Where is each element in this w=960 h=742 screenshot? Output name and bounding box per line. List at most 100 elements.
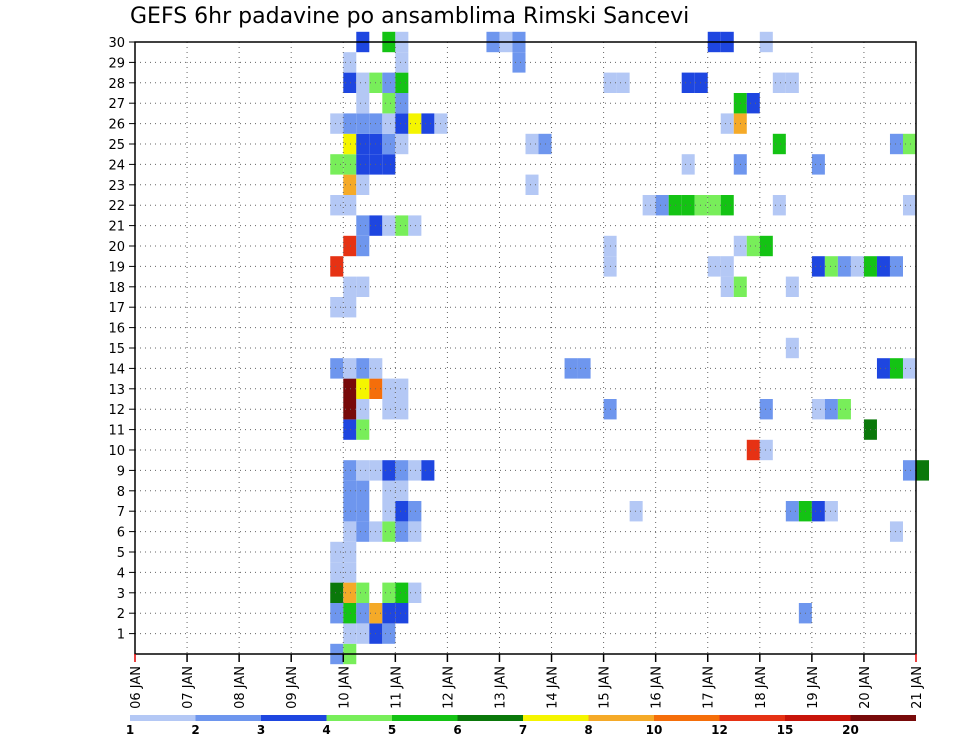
heatmap-cell	[330, 195, 344, 216]
heatmap-cell	[356, 133, 370, 155]
heatmap-cell	[525, 174, 539, 195]
heatmap-cell	[616, 72, 630, 93]
heatmap-cell	[382, 480, 396, 501]
heatmap-cell	[824, 256, 838, 277]
y-tick-label: 12	[108, 403, 125, 418]
y-tick-label: 6	[117, 526, 125, 541]
heatmap-cell	[330, 541, 344, 563]
heatmap-cell	[330, 603, 344, 624]
y-tick-label: 10	[108, 444, 125, 459]
y-tick-label: 25	[108, 138, 125, 153]
y-tick-label: 11	[108, 424, 125, 439]
heatmap-cell	[343, 582, 357, 603]
y-tick-label: 4	[117, 566, 125, 581]
heatmap-cell	[382, 133, 396, 155]
heatmap-cell	[343, 72, 357, 93]
heatmap-cell	[811, 501, 825, 522]
heatmap-cell	[382, 460, 396, 481]
heatmap-cell	[343, 195, 357, 216]
heatmap-cell	[395, 521, 409, 542]
heatmap-cell	[395, 93, 409, 114]
colorbar-segment	[457, 715, 523, 721]
heatmap-cell	[382, 501, 396, 522]
y-tick-label: 26	[108, 118, 125, 133]
heatmap-cell	[681, 72, 695, 93]
heatmap-cell	[356, 582, 370, 603]
heatmap-cell	[343, 378, 357, 399]
heatmap-cell	[356, 113, 370, 134]
heatmap-cell	[356, 521, 370, 542]
heatmap-cell	[343, 460, 357, 481]
heatmap-cell	[356, 358, 370, 379]
y-tick-label: 22	[108, 199, 125, 214]
heatmap-cell	[759, 235, 773, 257]
y-tick-label: 27	[108, 97, 125, 112]
heatmap-cell	[330, 256, 344, 277]
heatmap-cell	[343, 480, 357, 501]
y-tick-label: 30	[108, 36, 125, 51]
heatmap-cell	[343, 419, 357, 440]
heatmap-cell	[916, 460, 930, 481]
heatmap-cell	[395, 72, 409, 93]
y-tick-label: 20	[108, 240, 125, 255]
heatmap-cell	[382, 521, 396, 542]
heatmap-cell	[356, 154, 370, 175]
colorbar-label: 3	[257, 723, 265, 737]
heatmap-cell	[759, 439, 773, 461]
heatmap-cell	[382, 378, 396, 399]
colorbar-label: 20	[842, 723, 859, 737]
colorbar-label: 1	[126, 723, 134, 737]
heatmap-cell	[785, 337, 799, 359]
heatmap-cell	[395, 480, 409, 501]
heatmap-cell	[382, 399, 396, 420]
y-tick-label: 19	[108, 260, 125, 275]
heatmap-cell	[395, 215, 409, 236]
colorbar-segment	[523, 715, 589, 721]
heatmap-cell	[343, 501, 357, 522]
heatmap-cell	[356, 501, 370, 522]
heatmap-cell	[889, 358, 903, 379]
colorbar-segment	[719, 715, 785, 721]
heatmap-cell	[382, 603, 396, 624]
heatmap-cell	[772, 72, 786, 93]
heatmap-cell	[343, 133, 357, 155]
x-tick-label: 12 JAN	[441, 666, 456, 709]
y-tick-label: 7	[117, 505, 125, 520]
heatmap-cell	[564, 358, 578, 379]
heatmap-cell	[694, 72, 708, 93]
heatmap-cell	[759, 399, 773, 420]
x-tick-label: 13 JAN	[493, 666, 508, 709]
heatmap-cell	[382, 154, 396, 175]
heatmap-cell	[343, 562, 357, 583]
heatmap-cell	[356, 378, 370, 399]
heatmap-cell	[876, 358, 890, 379]
x-tick-label: 10 JAN	[337, 666, 352, 709]
heatmap-cell	[395, 378, 409, 399]
colorbar-segment	[392, 715, 458, 721]
colorbar-label: 4	[322, 723, 330, 737]
y-tick-label: 28	[108, 77, 125, 92]
colorbar-label: 2	[191, 723, 199, 737]
heatmap-cell	[408, 460, 422, 481]
colorbar-segment	[195, 715, 261, 721]
colorbar-segment	[261, 715, 327, 721]
colorbar-label: 15	[777, 723, 794, 737]
heatmap-cell	[785, 72, 799, 93]
heatmap-cell	[395, 582, 409, 603]
heatmap-cell	[720, 195, 734, 216]
y-tick-label: 2	[117, 607, 125, 622]
heatmap-cell	[356, 399, 370, 420]
heatmap-cell	[577, 358, 591, 379]
y-tick-label: 18	[108, 281, 125, 296]
x-tick-label: 17 JAN	[702, 666, 717, 709]
heatmap-cell	[356, 215, 370, 236]
y-tick-label: 24	[108, 158, 125, 173]
x-tick-label: 08 JAN	[233, 666, 248, 709]
heatmap-cell	[408, 521, 422, 542]
y-tick-label: 14	[108, 362, 125, 377]
y-tick-label: 5	[117, 546, 125, 561]
heatmap-cell	[356, 460, 370, 481]
heatmap-cell	[343, 521, 357, 542]
x-tick-label: 15 JAN	[598, 666, 613, 709]
x-tick-label: 16 JAN	[650, 666, 665, 709]
